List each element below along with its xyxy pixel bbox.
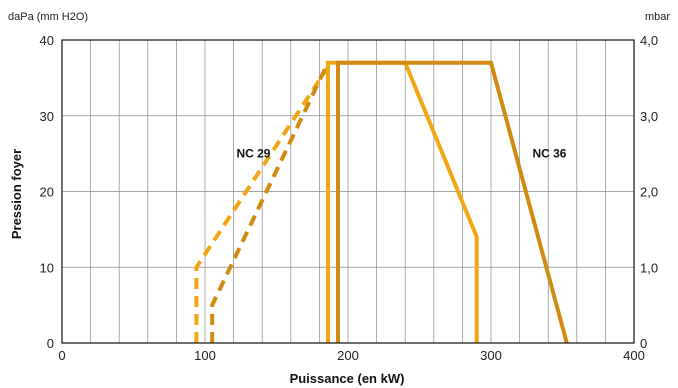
annotation-nc-29: NC 29 [236, 147, 270, 161]
x-axis-title: Puissance (en kW) [290, 371, 405, 386]
x-tick-label: 400 [623, 348, 645, 363]
annotations: NC 29 NC 36 [236, 147, 566, 161]
y-tick-label-left: 10 [40, 260, 54, 275]
y-tick-label-left: 0 [47, 336, 54, 351]
x-tick-label: 100 [194, 348, 216, 363]
left-unit-label: daPa (mm H2O) [8, 11, 88, 23]
series-line-nc36-solid [336, 60, 569, 344]
y-axis-title: Pression foyer [9, 149, 24, 239]
plot-frame [61, 39, 635, 344]
x-tick-label: 300 [480, 348, 502, 363]
y-tick-label-left: 20 [40, 185, 54, 200]
right-unit-label: mbar [645, 11, 670, 23]
grid [62, 40, 634, 343]
series-group [194, 60, 569, 344]
series-line-nc29-solid [326, 60, 479, 343]
y-tick-label-left: 40 [40, 33, 54, 48]
x-tick-label: 0 [58, 348, 65, 363]
y-tick-label-right: 1,0 [640, 260, 658, 275]
series-line-nc36-dashed [210, 61, 330, 343]
x-tick-label: 200 [337, 348, 359, 363]
annotation-nc-36: NC 36 [532, 147, 566, 161]
y-tick-label-left: 30 [40, 109, 54, 124]
y-tick-label-right: 0 [640, 336, 647, 351]
y-tick-label-right: 4,0 [640, 33, 658, 48]
series-line-nc29-dashed [194, 61, 333, 343]
y-tick-label-right: 2,0 [640, 185, 658, 200]
y-tick-label-right: 3,0 [640, 109, 658, 124]
